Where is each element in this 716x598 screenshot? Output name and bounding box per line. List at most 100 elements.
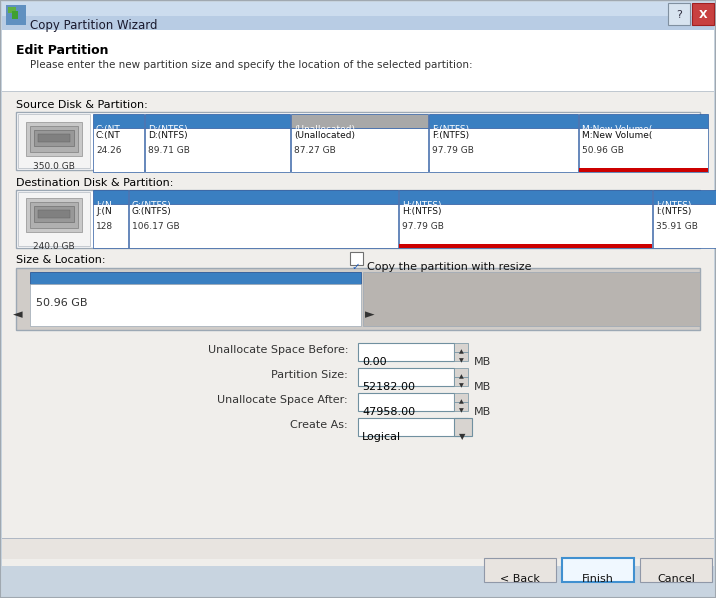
Bar [2, 2, 714, 16]
Bar [454, 343, 468, 352]
Bar [18, 114, 90, 168]
Bar [454, 393, 468, 402]
Text: Copy the partition with resize: Copy the partition with resize [367, 262, 531, 272]
Bar [93, 190, 128, 204]
Text: MB: MB [474, 382, 491, 392]
Bar [2, 30, 714, 92]
Bar [358, 343, 454, 361]
Text: 35.91 GB: 35.91 GB [656, 222, 698, 231]
Bar [454, 402, 468, 411]
Text: Source Disk & Partition:: Source Disk & Partition: [16, 100, 147, 110]
Bar [34, 206, 74, 222]
Bar [358, 368, 454, 386]
Bar [16, 190, 700, 248]
Bar [145, 128, 290, 172]
Text: ▲: ▲ [459, 349, 463, 354]
Text: C:(NT: C:(NT [96, 125, 121, 134]
Text: < Back: < Back [500, 574, 540, 584]
Bar [18, 192, 90, 246]
Text: X: X [699, 10, 707, 20]
Bar [454, 352, 468, 361]
Text: H:(NTFS): H:(NTFS) [402, 207, 442, 216]
Bar [38, 210, 70, 218]
Bar [291, 114, 428, 128]
Text: F:(NTFS): F:(NTFS) [432, 131, 469, 140]
Bar [30, 272, 361, 284]
Text: I:(NTFS): I:(NTFS) [656, 201, 692, 210]
Bar [350, 252, 363, 265]
Bar [399, 204, 652, 248]
Text: ►: ► [365, 308, 374, 321]
Bar [12, 11, 18, 19]
Text: ▼: ▼ [459, 432, 465, 441]
Text: M:New Volume(: M:New Volume( [582, 125, 652, 134]
Text: ▲: ▲ [459, 399, 463, 404]
Bar [93, 114, 144, 128]
Text: H:(NTFS): H:(NTFS) [402, 201, 442, 210]
Text: Cancel: Cancel [657, 574, 695, 584]
Text: 50.96 GB: 50.96 GB [582, 146, 624, 155]
Bar [2, 91, 714, 92]
Text: MB: MB [474, 357, 491, 367]
Bar [562, 558, 634, 582]
Bar [6, 5, 26, 25]
Text: 97.79 GB: 97.79 GB [432, 146, 474, 155]
Text: Edit Partition: Edit Partition [16, 44, 109, 57]
Text: 87.27 GB: 87.27 GB [294, 146, 336, 155]
Bar [34, 130, 74, 146]
Text: 50.96 GB: 50.96 GB [36, 298, 87, 308]
Bar [2, 2, 714, 30]
Bar [454, 418, 472, 436]
Text: 106.17 GB: 106.17 GB [132, 222, 180, 231]
Text: Destination Disk & Partition:: Destination Disk & Partition: [16, 178, 173, 188]
Bar [429, 128, 578, 172]
Text: Finish: Finish [582, 574, 614, 584]
Bar [16, 268, 700, 330]
Text: (Unallocated): (Unallocated) [294, 131, 355, 140]
Text: (Unallocated): (Unallocated) [294, 125, 355, 134]
Text: J:(N: J:(N [96, 201, 112, 210]
Text: Unallocate Space After:: Unallocate Space After: [218, 395, 348, 405]
Bar [653, 204, 716, 248]
Bar [399, 244, 652, 248]
Bar [692, 3, 714, 25]
Text: 24.26: 24.26 [96, 146, 122, 155]
Text: G:(NTFS): G:(NTFS) [132, 207, 172, 216]
Text: 97.79 GB: 97.79 GB [402, 222, 444, 231]
Bar [30, 202, 78, 228]
Text: M:New Volume(: M:New Volume( [582, 131, 652, 140]
Text: 0.00: 0.00 [362, 357, 387, 367]
Text: 350.0 GB: 350.0 GB [33, 162, 75, 171]
Text: Unallocate Space Before:: Unallocate Space Before: [208, 345, 348, 355]
Text: 89.71 GB: 89.71 GB [148, 146, 190, 155]
Text: ▼: ▼ [459, 383, 463, 388]
Bar [291, 128, 428, 172]
Bar [129, 190, 398, 204]
Bar [358, 418, 468, 436]
Bar [8, 7, 16, 13]
Text: Size & Location:: Size & Location: [16, 255, 105, 265]
Text: Partition Size:: Partition Size: [271, 370, 348, 380]
Bar [358, 393, 454, 411]
Bar [26, 122, 82, 156]
Bar [2, 539, 714, 559]
Bar [399, 190, 652, 204]
Bar [30, 126, 78, 152]
Text: Logical: Logical [362, 432, 401, 442]
Bar [16, 112, 700, 170]
Text: Please enter the new partition size and specify the location of the selected par: Please enter the new partition size and … [30, 60, 473, 70]
Bar [26, 198, 82, 232]
Text: G:(NTFS): G:(NTFS) [132, 201, 172, 210]
Bar [429, 114, 578, 128]
Text: 128: 128 [96, 222, 113, 231]
Bar [579, 128, 708, 172]
Text: ▲: ▲ [459, 374, 463, 379]
Bar [579, 114, 708, 128]
Bar [30, 284, 361, 326]
Bar [129, 204, 398, 248]
Bar [579, 168, 708, 172]
Text: ▼: ▼ [459, 408, 463, 413]
Text: 52182.00: 52182.00 [362, 382, 415, 392]
Text: ?: ? [676, 10, 682, 20]
Bar [38, 134, 70, 142]
